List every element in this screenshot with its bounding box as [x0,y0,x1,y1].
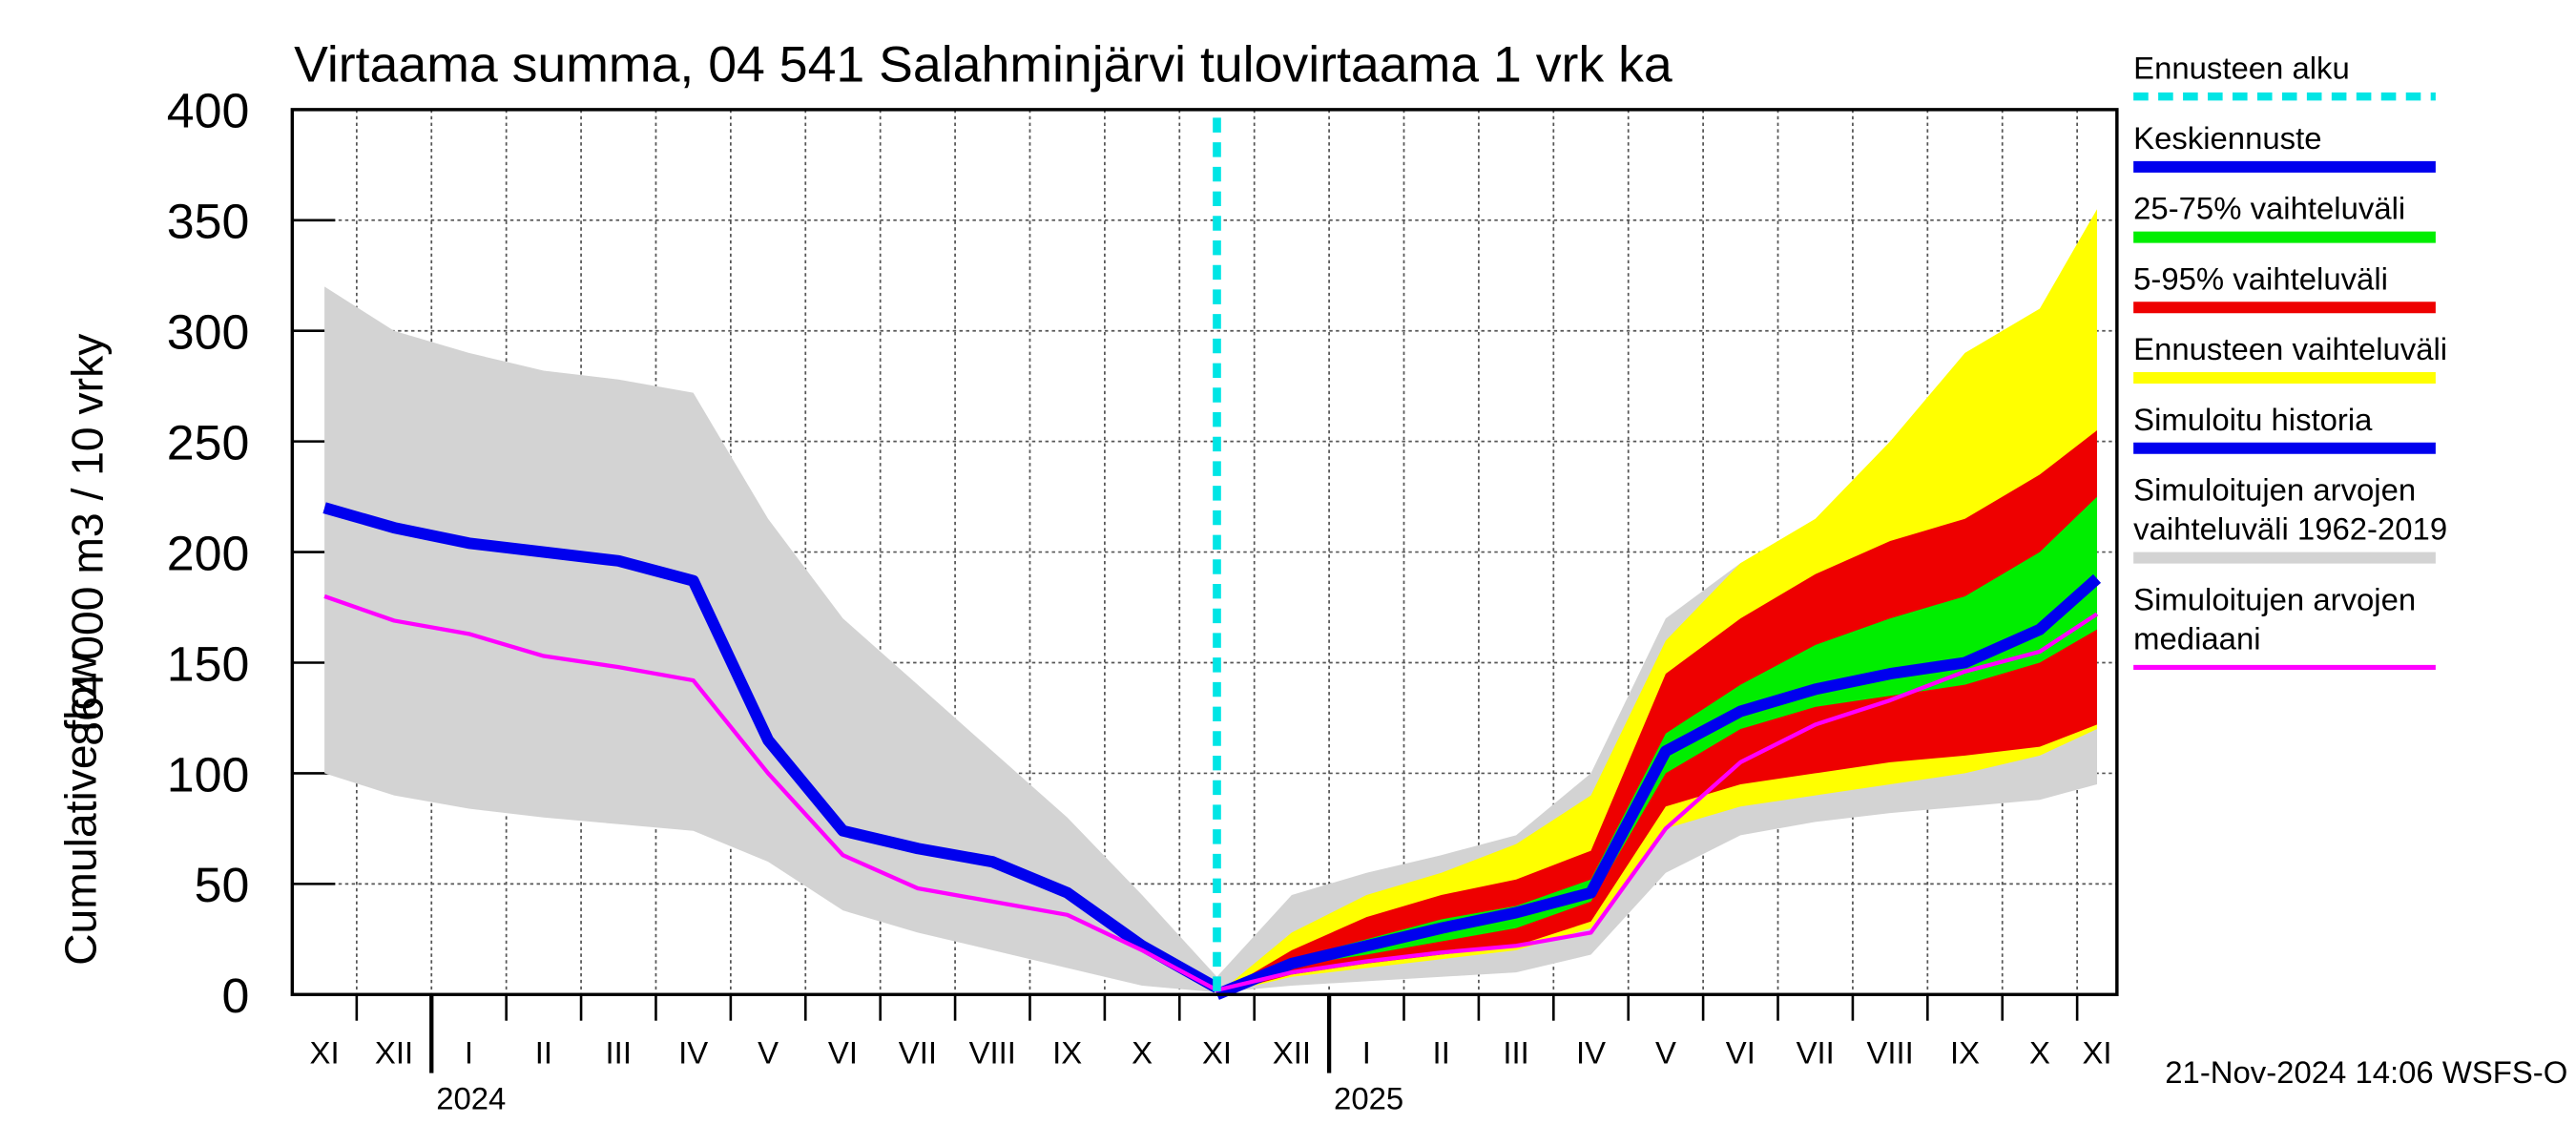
year-label: 2025 [1334,1080,1403,1115]
y-tick-label: 400 [167,83,250,138]
legend-label: 5-95% vaihteluväli [2133,261,2388,297]
x-tick-label: III [606,1034,632,1070]
y-axis-label: Cumulative flow [55,654,105,966]
x-tick-label: X [2029,1034,2050,1070]
x-tick-label: XI [2082,1034,2111,1070]
y-tick-label: 200 [167,526,250,581]
year-label: 2024 [436,1080,506,1115]
x-tick-label: II [535,1034,552,1070]
legend-label: Simuloitu historia [2133,402,2373,437]
x-tick-label: VI [828,1034,858,1070]
chart-title: Virtaama summa, 04 541 Salahminjärvi tul… [294,37,1672,94]
y-axis-label: 864 000 m3 / 10 vrky [62,333,112,746]
plot-frame [290,108,2119,996]
timestamp: 21-Nov-2024 14:06 WSFS-O [2165,1054,2567,1090]
series-line [322,502,1220,993]
x-tick-label: XII [1273,1034,1311,1070]
band [1216,430,2097,995]
x-tick-label: XI [1202,1034,1232,1070]
legend-label: Simuloitujen arvojen vaihteluväli 1962-20… [2133,472,2447,547]
x-tick-label: I [465,1034,473,1070]
legend-label: Keskiennuste [2133,120,2321,156]
y-tick-label: 150 [167,636,250,692]
y-tick-label: 100 [167,747,250,802]
series-line [1215,573,2102,1000]
x-tick-label: VII [899,1034,937,1070]
legend-label: Simuloitujen arvojen mediaani [2133,582,2416,656]
legend-label: Ennusteen alku [2133,50,2350,85]
legend-label: 25-75% vaihteluväli [2133,191,2405,226]
y-tick-label: 250 [167,415,250,470]
x-tick-label: II [1433,1034,1450,1070]
x-tick-label: VIII [969,1034,1016,1070]
x-tick-label: I [1362,1034,1371,1070]
x-tick-label: VI [1726,1034,1755,1070]
x-tick-label: X [1132,1034,1153,1070]
x-tick-label: V [758,1034,779,1070]
x-tick-label: IV [1576,1034,1606,1070]
x-tick-label: VII [1797,1034,1835,1070]
x-tick-label: III [1503,1034,1528,1070]
y-tick-label: 0 [221,968,249,1023]
y-tick-label: 50 [195,857,250,912]
x-tick-label: IV [678,1034,708,1070]
legend-label: Ennusteen vaihteluväli [2133,331,2447,366]
x-tick-label: XI [310,1034,340,1070]
y-tick-label: 350 [167,194,250,249]
x-tick-label: XII [375,1034,413,1070]
x-tick-label: IX [1950,1034,1980,1070]
x-tick-label: VIII [1866,1034,1913,1070]
x-tick-label: V [1655,1034,1676,1070]
y-tick-label: 300 [167,304,250,360]
x-tick-label: IX [1052,1034,1082,1070]
